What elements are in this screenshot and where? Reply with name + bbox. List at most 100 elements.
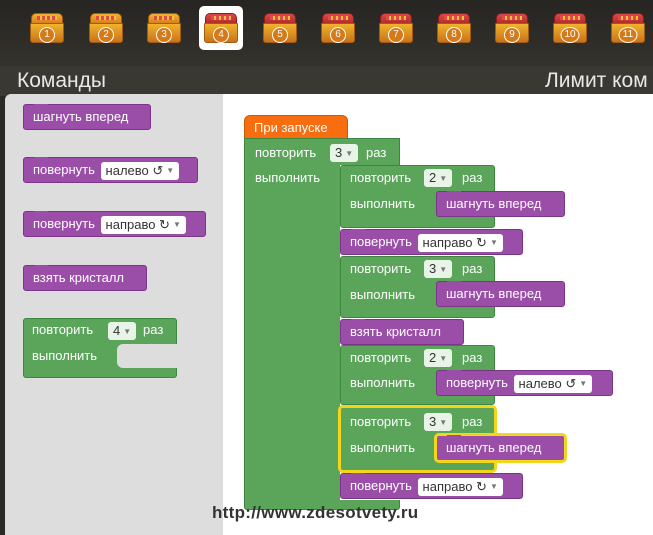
dropdown-arrow-icon: ▼ — [439, 264, 448, 274]
on-start-block[interactable]: При запуске — [244, 115, 348, 139]
direction-dropdown[interactable]: направо ↻ ▼ — [417, 477, 503, 496]
chest-icon: 1 — [30, 13, 64, 43]
chest-icon: 10 — [553, 13, 587, 43]
chest-icon: 11 — [611, 13, 645, 43]
do-label: выполнить — [350, 287, 415, 302]
repeat-count-dropdown[interactable]: 3 ▼ — [424, 413, 453, 431]
repeat-label: повторить — [255, 145, 317, 160]
block-label: повернуть — [446, 375, 508, 390]
level-9-button[interactable]: 9 — [490, 6, 534, 50]
times-label: раз — [143, 322, 164, 337]
level-4-button[interactable]: 4 — [199, 6, 243, 50]
block-label: шагнуть вперед — [33, 109, 129, 124]
direction-dropdown[interactable]: направо ↻ ▼ — [100, 215, 186, 234]
level-number: 3 — [156, 27, 172, 43]
block-label: взять кристалл — [33, 270, 124, 285]
block-label: повернуть — [350, 478, 412, 493]
watermark: http://www.zdesotvety.ru — [212, 503, 419, 522]
do-label: выполнить — [255, 170, 320, 185]
step-forward-block[interactable]: шагнуть вперед — [434, 433, 567, 463]
repeat-count-dropdown[interactable]: 2 ▼ — [424, 349, 453, 367]
commands-title: Команды — [17, 69, 106, 92]
repeat-count-dropdown[interactable]: 4 ▼ — [108, 322, 137, 340]
direction-dropdown[interactable]: налево ↺ ▼ — [100, 161, 180, 180]
level-number: 1 — [39, 27, 55, 43]
chest-icon: 3 — [147, 13, 181, 43]
header-bar — [0, 66, 653, 96]
dropdown-arrow-icon: ▼ — [439, 417, 448, 427]
level-number: 2 — [98, 27, 114, 43]
level-11-button[interactable]: 11 — [606, 6, 650, 50]
dropdown-arrow-icon: ▼ — [579, 379, 588, 389]
toolbox-take-crystal-block[interactable]: взять кристалл — [23, 265, 147, 291]
repeat-count-dropdown[interactable]: 3 ▼ — [424, 260, 453, 278]
level-7-button[interactable]: 7 — [374, 6, 418, 50]
step-forward-block[interactable]: шагнуть вперед — [436, 281, 565, 307]
chest-icon: 6 — [321, 13, 355, 43]
level-6-button[interactable]: 6 — [316, 6, 360, 50]
times-label: раз — [462, 414, 483, 429]
level-number: 8 — [446, 27, 462, 43]
block-label: шагнуть вперед — [446, 196, 542, 211]
times-label: раз — [366, 145, 387, 160]
times-label: раз — [462, 350, 483, 365]
take-crystal-block[interactable]: взять кристалл — [340, 319, 464, 345]
level-10-button[interactable]: 10 — [548, 6, 592, 50]
chest-icon: 9 — [495, 13, 529, 43]
level-number: 9 — [504, 27, 520, 43]
repeat-count-dropdown[interactable]: 2 ▼ — [424, 169, 453, 187]
level-8-button[interactable]: 8 — [432, 6, 476, 50]
repeat-label: повторить — [350, 350, 412, 365]
block-label: шагнуть вперед — [446, 440, 542, 455]
block-label: повернуть — [33, 162, 95, 177]
dropdown-arrow-icon: ▼ — [439, 173, 448, 183]
dropdown-arrow-icon: ▼ — [123, 326, 132, 336]
direction-dropdown[interactable]: налево ↺ ▼ — [513, 374, 593, 393]
step-forward-block[interactable]: шагнуть вперед — [436, 191, 565, 217]
times-label: раз — [462, 170, 483, 185]
level-number: 10 — [560, 27, 580, 43]
level-1-button[interactable]: 1 — [25, 6, 69, 50]
block-label: При запуске — [254, 120, 328, 135]
do-label: выполнить — [350, 440, 415, 455]
level-number: 5 — [272, 27, 288, 43]
repeat-count-dropdown[interactable]: 3 ▼ — [330, 144, 359, 162]
dropdown-arrow-icon: ▼ — [439, 353, 448, 363]
level-number: 11 — [618, 27, 638, 43]
chest-icon: 7 — [379, 13, 413, 43]
direction-dropdown[interactable]: направо ↻ ▼ — [417, 233, 503, 252]
repeat-label: повторить — [350, 414, 412, 429]
dropdown-arrow-icon: ▼ — [166, 166, 175, 176]
chest-icon: 8 — [437, 13, 471, 43]
block-label: повернуть — [350, 234, 412, 249]
chest-icon: 2 — [89, 13, 123, 43]
repeat-label: повторить — [350, 170, 412, 185]
level-number: 6 — [330, 27, 346, 43]
turn-left-block[interactable]: повернуть налево ↺ ▼ — [436, 370, 613, 396]
level-5-button[interactable]: 5 — [258, 6, 302, 50]
level-number: 7 — [388, 27, 404, 43]
chest-icon: 5 — [263, 13, 297, 43]
repeat-label: повторить — [32, 322, 94, 337]
block-label: шагнуть вперед — [446, 286, 542, 301]
repeat-slot — [117, 344, 177, 368]
toolbox-turn-right-block[interactable]: повернуть направо ↻ ▼ — [23, 211, 206, 237]
chest-icon: 4 — [204, 13, 238, 43]
turn-right-block[interactable]: повернуть направо ↻ ▼ — [340, 473, 523, 499]
dropdown-arrow-icon: ▼ — [345, 148, 354, 158]
level-2-button[interactable]: 2 — [84, 6, 128, 50]
do-label: выполнить — [32, 348, 97, 363]
turn-right-block[interactable]: повернуть направо ↻ ▼ — [340, 229, 523, 255]
dropdown-arrow-icon: ▼ — [172, 220, 181, 230]
times-label: раз — [462, 261, 483, 276]
block-label: повернуть — [33, 216, 95, 231]
block-label: взять кристалл — [350, 324, 441, 339]
toolbox-turn-left-block[interactable]: повернуть налево ↺ ▼ — [23, 157, 198, 183]
repeat-label: повторить — [350, 261, 412, 276]
do-label: выполнить — [350, 196, 415, 211]
dropdown-arrow-icon: ▼ — [489, 482, 498, 492]
toolbox-step-forward-block[interactable]: шагнуть вперед — [23, 104, 151, 130]
level-number: 4 — [213, 27, 229, 43]
limit-title: Лимит ком — [545, 69, 648, 92]
level-3-button[interactable]: 3 — [142, 6, 186, 50]
